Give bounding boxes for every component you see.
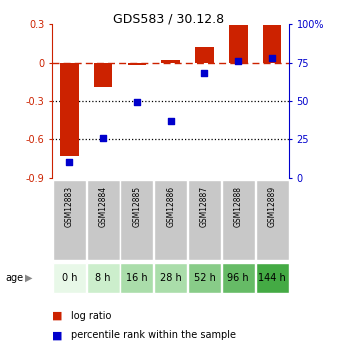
Text: GSM12883: GSM12883 — [65, 186, 74, 227]
Point — [100, 135, 106, 140]
Bar — [60, 62, 78, 156]
Text: ■: ■ — [52, 311, 63, 321]
Text: GDS583 / 30.12.8: GDS583 / 30.12.8 — [114, 12, 224, 25]
Text: GSM12888: GSM12888 — [234, 186, 243, 227]
Text: 144 h: 144 h — [258, 273, 286, 283]
Text: GSM12885: GSM12885 — [132, 186, 141, 227]
Bar — [256, 263, 289, 293]
Bar — [188, 180, 221, 260]
Bar — [222, 180, 255, 260]
Text: 0 h: 0 h — [62, 273, 77, 283]
Bar — [222, 263, 255, 293]
Text: ▶: ▶ — [25, 273, 32, 283]
Text: 28 h: 28 h — [160, 273, 182, 283]
Bar — [154, 180, 187, 260]
Text: 16 h: 16 h — [126, 273, 148, 283]
Text: GSM12889: GSM12889 — [268, 186, 276, 227]
Text: 96 h: 96 h — [227, 273, 249, 283]
Point — [168, 118, 173, 124]
Bar — [188, 263, 221, 293]
Bar — [154, 263, 187, 293]
Text: GSM12884: GSM12884 — [99, 186, 107, 227]
Bar — [128, 62, 146, 65]
Point — [134, 100, 140, 105]
Text: GSM12886: GSM12886 — [166, 186, 175, 227]
Text: 52 h: 52 h — [194, 273, 215, 283]
Bar — [53, 263, 86, 293]
Text: log ratio: log ratio — [71, 311, 111, 321]
Text: percentile rank within the sample: percentile rank within the sample — [71, 331, 236, 340]
Bar — [229, 26, 247, 62]
Bar — [120, 180, 153, 260]
Bar — [256, 180, 289, 260]
Bar — [162, 60, 180, 62]
Bar — [87, 180, 120, 260]
Text: age: age — [5, 273, 23, 283]
Point — [236, 58, 241, 64]
Bar — [120, 263, 153, 293]
Text: 8 h: 8 h — [95, 273, 111, 283]
Bar — [263, 26, 281, 62]
Text: GSM12887: GSM12887 — [200, 186, 209, 227]
Point — [269, 55, 275, 61]
Point — [67, 159, 72, 165]
Text: ■: ■ — [52, 331, 63, 340]
Point — [202, 70, 207, 76]
Bar — [94, 62, 113, 87]
Bar — [53, 180, 86, 260]
Bar — [87, 263, 120, 293]
Bar — [195, 47, 214, 62]
